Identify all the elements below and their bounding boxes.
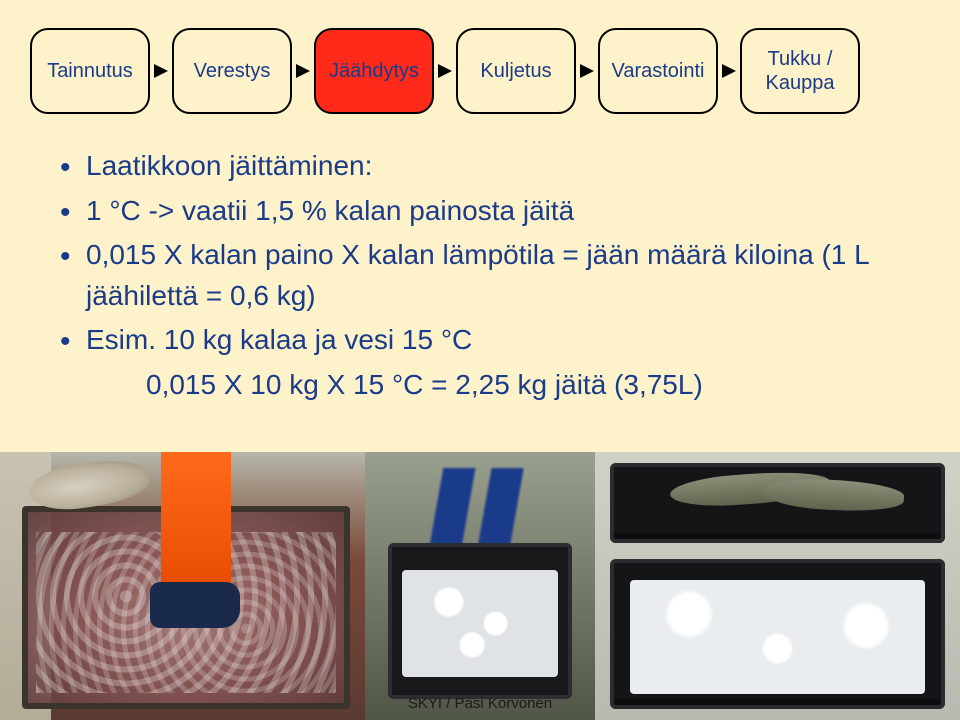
step-tainnutus: Tainnutus: [30, 28, 150, 114]
process-steps-row: Tainnutus Verestys Jäähdytys Kuljetus Va…: [0, 0, 960, 124]
example-calc: 0,015 X 10 kg X 15 °C = 2,25 kg jäitä (3…: [60, 365, 900, 406]
step-verestys: Verestys: [172, 28, 292, 114]
step-jaahdytys: Jäähdytys: [314, 28, 434, 114]
bullet-formula: 0,015 X kalan paino X kalan lämpötila = …: [60, 235, 900, 316]
step-kuljetus: Kuljetus: [456, 28, 576, 114]
bullet-example: Esim. 10 kg kalaa ja vesi 15 °C: [60, 320, 900, 361]
arrow-icon: [154, 64, 168, 78]
photo-lifting-crate: [365, 452, 595, 720]
slide-credit: SKYI / Pasi Korvonen: [0, 695, 960, 712]
bullet-rule: 1 °C -> vaatii 1,5 % kalan painosta jäit…: [60, 191, 900, 232]
arrow-icon: [580, 64, 594, 78]
photo-band: [0, 452, 960, 720]
step-tukku-kauppa: Tukku / Kauppa: [740, 28, 860, 114]
arrow-icon: [438, 64, 452, 78]
slide-body: Laatikkoon jäittäminen: 1 °C -> vaatii 1…: [0, 124, 960, 406]
photo-ice-slurry-tub: [0, 452, 365, 720]
arrow-icon: [296, 64, 310, 78]
photo-fish-crates: [595, 452, 960, 720]
bullet-heading: Laatikkoon jäittäminen:: [60, 146, 900, 187]
step-varastointi: Varastointi: [598, 28, 718, 114]
arrow-icon: [722, 64, 736, 78]
